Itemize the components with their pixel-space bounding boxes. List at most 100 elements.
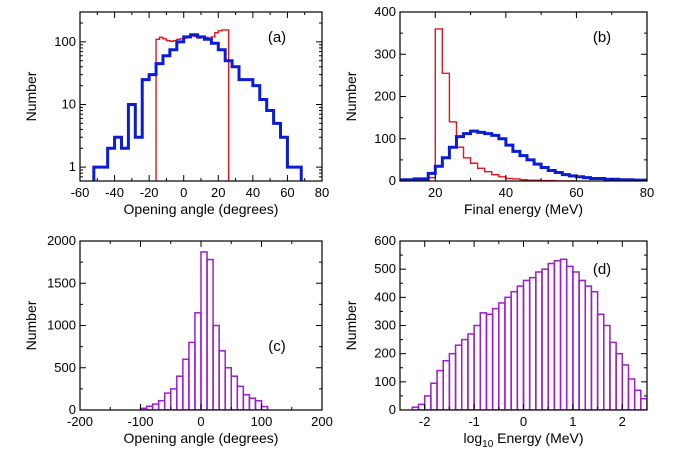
x-tick-label: 80: [315, 185, 329, 200]
bar: [603, 324, 611, 410]
panel-label: (b): [593, 29, 611, 46]
x-tick-label: -100: [127, 414, 153, 429]
bar: [572, 271, 580, 410]
y-tick-label: 100: [54, 34, 76, 49]
bar: [615, 352, 624, 410]
bar: [242, 394, 251, 410]
x-tick-label: -200: [67, 414, 93, 429]
y-tick-label: 100: [374, 374, 396, 389]
y-tick-label: 1: [69, 159, 76, 174]
bar: [473, 324, 482, 410]
x-tick-label: 40: [499, 185, 513, 200]
bar: [200, 251, 208, 410]
y-tick-label: 0: [389, 402, 396, 417]
y-tick-label: 600: [374, 233, 396, 248]
panel-label: (d): [593, 261, 611, 278]
panel-a: -60 -40 -20 0 20 40 60 80 1 10 100 Opening angle (d…: [23, 11, 329, 217]
plot-area: [400, 28, 647, 181]
panel-label: (a): [268, 29, 286, 46]
bar: [188, 341, 196, 410]
y-tick-label: 10: [62, 96, 76, 111]
y-tick-label: 0: [389, 173, 396, 188]
bar: [467, 333, 475, 410]
bar: [559, 258, 568, 410]
x-tick-label: -40: [105, 185, 124, 200]
series-red-step: [155, 29, 230, 181]
x-tick-label: 0: [180, 185, 187, 200]
x-tick-label: 60: [280, 185, 294, 200]
x-tick-label: 2: [619, 414, 626, 429]
y-axis-label: Number: [23, 71, 39, 121]
y-tick-label: 1500: [47, 275, 76, 290]
x-axis-label: Final energy (MeV): [464, 201, 583, 217]
bar: [590, 290, 599, 410]
x-tick-label: -2: [419, 414, 431, 429]
bar: [230, 375, 239, 410]
bar: [621, 364, 630, 410]
bar: [565, 265, 574, 410]
bar: [182, 358, 190, 410]
bar: [528, 276, 537, 410]
bar: [454, 344, 463, 410]
bar: [436, 369, 444, 410]
series-blue-step: [400, 129, 647, 181]
bar: [627, 378, 636, 410]
bar: [640, 397, 647, 410]
bar: [224, 367, 232, 410]
x-axis-label: Opening angle (degrees): [124, 430, 279, 446]
x-tick-label: 1: [569, 414, 576, 429]
x-tick-label: 60: [569, 185, 583, 200]
y-tick-label: 2000: [47, 233, 76, 248]
bar: [163, 392, 172, 410]
y-tick-label: 1000: [47, 318, 76, 333]
bar: [535, 271, 543, 410]
bar: [522, 279, 531, 410]
x-tick-label: -20: [140, 185, 159, 200]
x-tick-label: 20: [428, 185, 442, 200]
bar: [510, 290, 519, 410]
bar: [423, 395, 432, 410]
bar: [442, 359, 451, 410]
bar: [248, 397, 257, 410]
y-tick-label: 200: [374, 346, 396, 361]
x-tick-label: 20: [211, 185, 225, 200]
bar: [176, 375, 184, 410]
y-tick-label: 500: [374, 261, 396, 276]
y-tick-label: 300: [374, 318, 396, 333]
bar: [491, 307, 500, 410]
panel-label: (c): [268, 338, 286, 355]
bar: [578, 279, 587, 410]
x-axis-label: log10 Energy (MeV): [463, 430, 583, 450]
x-tick-label: 80: [640, 185, 654, 200]
y-axis-label: Number: [23, 300, 39, 350]
y-tick-label: 200: [374, 89, 396, 104]
bar: [170, 388, 178, 410]
bar: [553, 259, 562, 410]
bar: [218, 350, 226, 410]
y-tick-label: 0: [69, 402, 76, 417]
panel-b: 20 40 60 80 0 100 200 300 400 Final energy (MeV) N…: [343, 4, 654, 217]
y-axis-label: Number: [343, 71, 359, 121]
bar: [254, 399, 263, 410]
bar: [541, 268, 549, 410]
series-red-step: [400, 28, 577, 181]
bar: [547, 262, 556, 410]
bar: [584, 285, 593, 410]
bar: [151, 403, 160, 410]
bar: [212, 324, 220, 410]
bar: [461, 338, 469, 410]
bar: [485, 313, 494, 410]
bar: [448, 352, 457, 410]
y-tick-label: 400: [374, 4, 396, 19]
plot-area: [411, 258, 647, 410]
x-tick-label: -1: [468, 414, 480, 429]
bar: [430, 382, 438, 410]
plot-area: [92, 29, 303, 181]
y-tick-label: 500: [54, 360, 76, 375]
y-tick-label: 400: [374, 289, 396, 304]
bar: [417, 403, 426, 410]
bar: [498, 302, 506, 410]
x-axis-label: Opening angle (degrees): [124, 201, 279, 217]
